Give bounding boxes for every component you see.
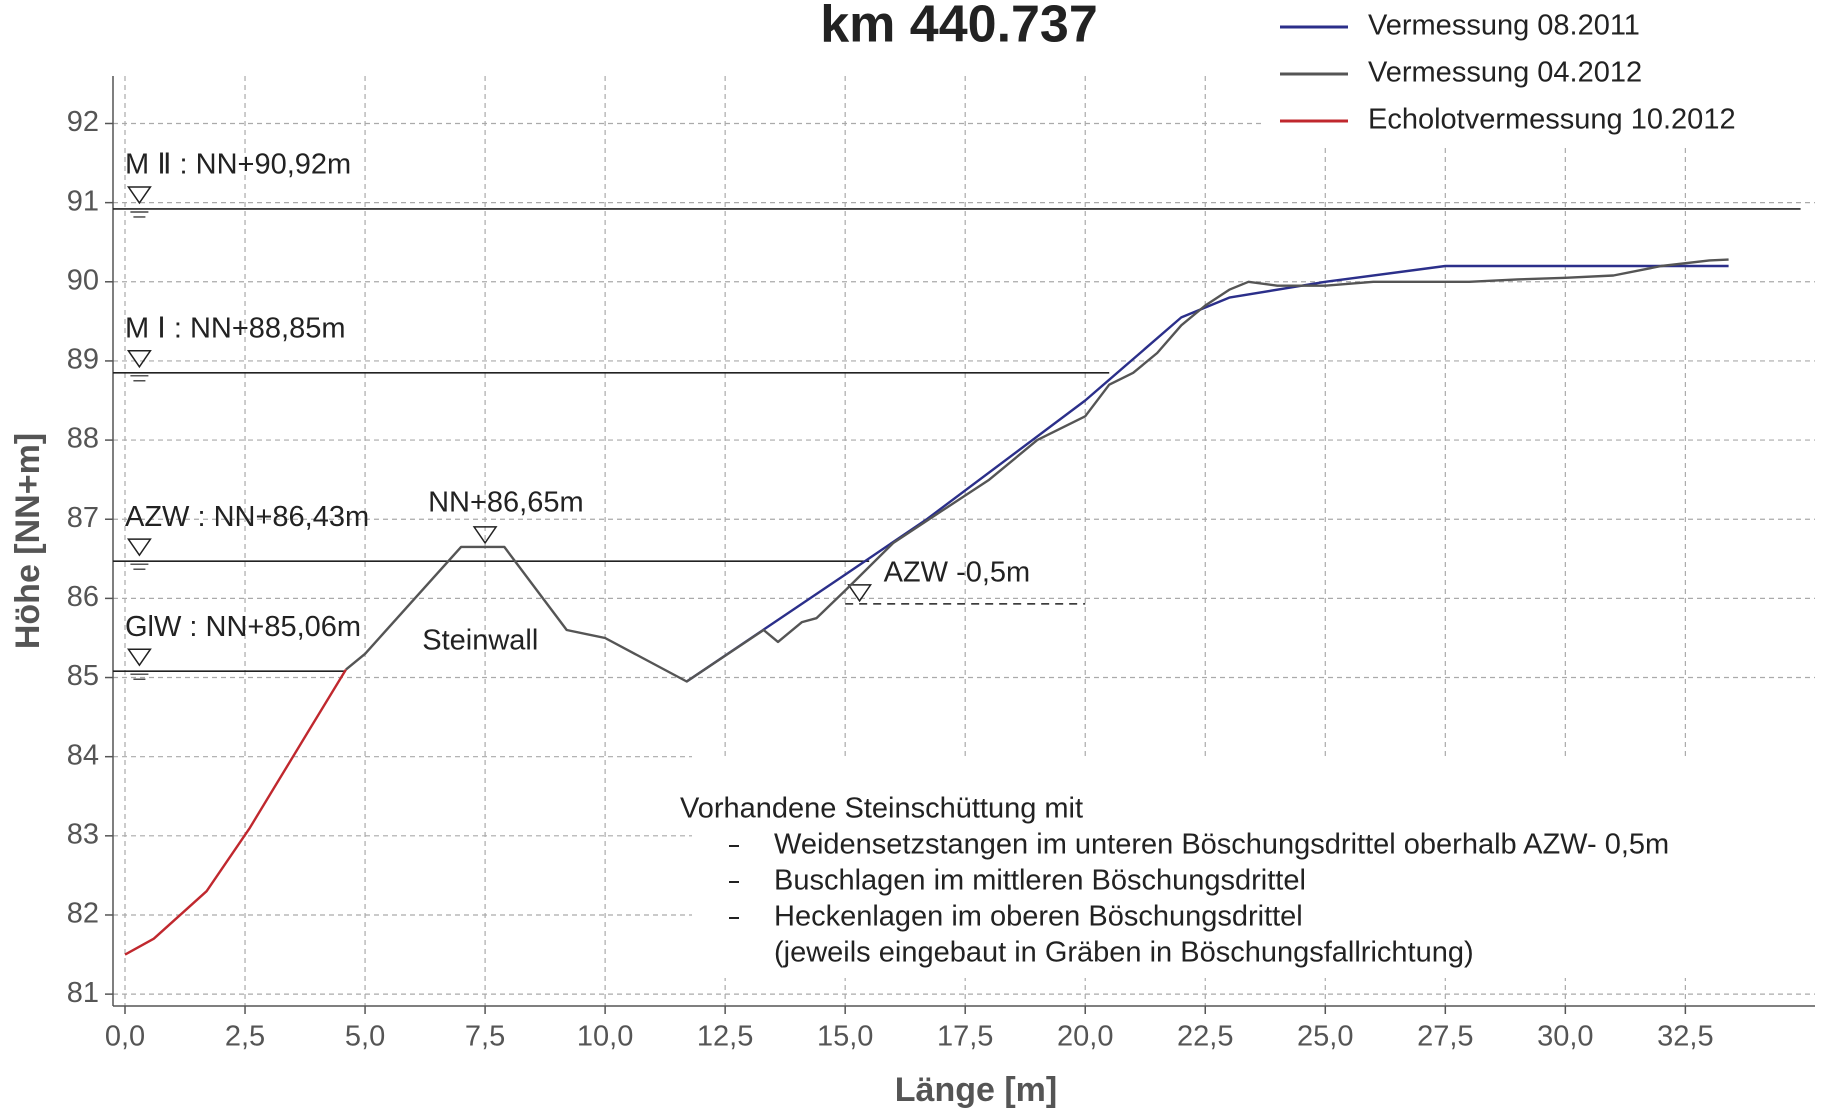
y-tick-label: 86 xyxy=(67,581,99,613)
x-tick-label: 30,0 xyxy=(1537,1021,1593,1053)
azw-offset-label: AZW -0,5m xyxy=(884,557,1031,589)
y-tick-label: 91 xyxy=(67,185,99,217)
y-axis-label: Höhe [NN+m] xyxy=(9,433,47,649)
x-axis-label: Länge [m] xyxy=(895,1071,1057,1109)
y-tick-label: 83 xyxy=(67,818,99,850)
x-tick-label: 5,0 xyxy=(345,1021,385,1053)
level-label: AZW : NN+86,43m xyxy=(125,501,369,533)
level-label: GlW : NN+85,06m xyxy=(125,611,361,643)
y-tick-label: 82 xyxy=(67,898,99,930)
level-symbol xyxy=(126,538,152,557)
legend-label: Vermessung 04.2012 xyxy=(1368,57,1642,89)
x-tick-label: 2,5 xyxy=(225,1021,265,1053)
level-symbol xyxy=(126,648,152,667)
note-background xyxy=(692,756,1815,978)
y-tick-label: 85 xyxy=(67,660,99,692)
y-tick-label: 92 xyxy=(67,106,99,138)
level-symbol xyxy=(472,526,498,545)
note-item: Weidensetzstangen im unteren Böschungsdr… xyxy=(774,829,1669,861)
y-tick-label: 90 xyxy=(67,264,99,296)
y-tick-label: 88 xyxy=(67,423,99,455)
x-tick-label: 32,5 xyxy=(1657,1021,1713,1053)
x-tick-label: 7,5 xyxy=(465,1021,505,1053)
legend-label: Vermessung 08.2011 xyxy=(1368,10,1640,42)
legend-background xyxy=(1262,0,1821,148)
x-tick-label: 17,5 xyxy=(937,1021,993,1053)
series-line xyxy=(124,668,347,956)
x-tick-label: 25,0 xyxy=(1297,1021,1353,1053)
note-item: Heckenlagen im oberen Böschungsdrittel xyxy=(774,901,1303,933)
level-symbol xyxy=(126,186,152,205)
note-footer: (jeweils eingebaut in Gräben in Böschung… xyxy=(774,937,1474,969)
note-item: Buschlagen im mittleren Böschungsdrittel xyxy=(774,865,1306,897)
y-tick-label: 81 xyxy=(67,977,99,1009)
chart-title: km 440.737 xyxy=(820,0,1098,54)
y-tick-label: 89 xyxy=(67,344,99,376)
level-label: M Ⅱ : NN+90,92m xyxy=(125,149,351,181)
level-symbol xyxy=(847,584,873,603)
y-tick-label: 87 xyxy=(67,502,99,534)
x-tick-label: 12,5 xyxy=(697,1021,753,1053)
x-tick-label: 10,0 xyxy=(577,1021,633,1053)
level-label: M Ⅰ : NN+88,85m xyxy=(125,312,345,344)
peak-label: NN+86,65m xyxy=(428,487,584,519)
x-tick-label: 0,0 xyxy=(105,1021,145,1053)
x-tick-label: 20,0 xyxy=(1057,1021,1113,1053)
series-line xyxy=(345,258,1729,683)
x-tick-label: 27,5 xyxy=(1417,1021,1473,1053)
note-heading: Vorhandene Steinschüttung mit xyxy=(680,793,1083,825)
x-tick-label: 22,5 xyxy=(1177,1021,1233,1053)
level-symbol xyxy=(126,350,152,369)
series-line xyxy=(686,264,1729,683)
legend-label: Echolotvermessung 10.2012 xyxy=(1368,104,1736,136)
y-tick-label: 84 xyxy=(67,739,99,771)
x-tick-label: 15,0 xyxy=(817,1021,873,1053)
structure-label: Steinwall xyxy=(422,625,538,657)
